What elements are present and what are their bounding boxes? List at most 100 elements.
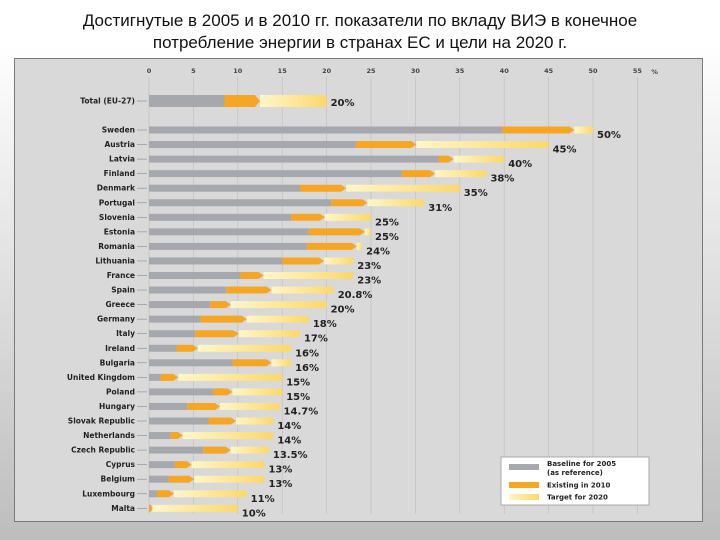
target-value-label: 10% (242, 508, 266, 519)
baseline-bar (149, 461, 175, 469)
category-label: Romania (98, 242, 135, 251)
x-tick-label: 15 (278, 67, 288, 75)
legend-swatch-existing (509, 482, 539, 488)
existing-bar (176, 344, 198, 352)
existing-bar (168, 475, 195, 483)
baseline-bar (149, 155, 439, 163)
x-tick-label: 50 (588, 67, 598, 75)
baseline-bar (149, 199, 332, 207)
existing-bar (200, 315, 247, 323)
target-bar (574, 126, 593, 134)
target-bar (367, 199, 425, 207)
category-label: Finland (104, 169, 135, 178)
existing-bar (149, 504, 153, 512)
category-label: France (107, 271, 135, 280)
existing-bar (210, 301, 231, 309)
x-tick-label: 25 (366, 67, 376, 75)
x-tick-label: 40 (500, 67, 510, 75)
slide-title: Достигнутые в 2005 и в 2010 гг. показате… (40, 10, 680, 54)
target-bar (434, 170, 487, 178)
legend-sublabel-baseline: (as reference) (547, 469, 603, 477)
target-value-label: 13.5% (273, 450, 308, 461)
target-value-label: 13% (268, 465, 292, 476)
target-value-label: 16% (295, 348, 319, 359)
slide-title-line-2: потребление энергии в странах ЕС и цели … (152, 33, 568, 52)
existing-bar (282, 257, 324, 265)
x-tick-label: 35 (455, 67, 465, 75)
baseline-bar (149, 330, 196, 338)
target-bar (323, 257, 354, 265)
baseline-bar (149, 490, 157, 498)
baseline-bar (149, 359, 233, 367)
category-label: Slovenia (99, 213, 135, 222)
target-value-label: 24% (366, 246, 390, 257)
baseline-bar (149, 242, 308, 250)
category-label: Total (EU-27) (80, 97, 135, 106)
existing-bar (308, 228, 365, 236)
target-bar (453, 155, 505, 163)
target-value-label: 20.8% (338, 290, 373, 301)
target-bar (230, 301, 327, 309)
legend-label-existing: Existing in 2010 (547, 482, 610, 490)
target-bar (173, 490, 247, 498)
target-value-label: 23% (357, 261, 381, 272)
baseline-bar (149, 213, 292, 221)
category-label: Spain (111, 286, 135, 295)
x-tick-label: 20 (322, 67, 332, 75)
category-label: Italy (116, 329, 135, 338)
target-value-label: 23% (357, 276, 381, 287)
target-value-label: 38% (490, 174, 514, 185)
existing-bar (170, 432, 183, 440)
baseline-bar (149, 344, 177, 352)
existing-bar (355, 141, 417, 149)
target-value-label: 16% (295, 363, 319, 374)
target-bar (230, 446, 269, 454)
baseline-bar (149, 402, 188, 410)
legend-swatch-baseline (509, 464, 539, 470)
baseline-bar (149, 417, 209, 425)
existing-bar (438, 155, 454, 163)
baseline-bar (149, 315, 201, 323)
category-label: Czech Republic (71, 446, 135, 455)
target-bar (416, 141, 549, 149)
target-value-label: 40% (508, 159, 532, 170)
category-label: Ireland (105, 344, 135, 353)
existing-bar (224, 95, 260, 107)
category-label: Netherlands (83, 431, 135, 440)
target-bar (346, 184, 460, 192)
legend-swatch-target (509, 494, 539, 500)
baseline-bar (149, 446, 204, 454)
target-bar (178, 373, 283, 381)
category-label: Hungary (99, 402, 135, 411)
category-label: Cyprus (106, 460, 136, 469)
category-label: Poland (106, 387, 135, 396)
baseline-bar (149, 228, 309, 236)
existing-bar (307, 242, 357, 250)
baseline-bar (149, 126, 503, 134)
existing-bar (232, 359, 272, 367)
category-label: Slovak Republic (68, 417, 135, 426)
baseline-bar (149, 141, 356, 149)
existing-bar (299, 184, 347, 192)
existing-bar (212, 388, 233, 396)
existing-bar (160, 373, 179, 381)
target-value-label: 35% (464, 188, 488, 199)
baseline-bar (149, 432, 171, 440)
target-value-label: 17% (304, 334, 328, 345)
target-value-label: 14.7% (284, 406, 319, 417)
category-label: Denmark (97, 184, 136, 193)
target-value-label: 13% (268, 479, 292, 490)
target-value-label: 15% (286, 392, 310, 403)
baseline-bar (149, 257, 283, 265)
category-label: Portugal (99, 198, 135, 207)
target-bar (220, 402, 280, 410)
target-bar (238, 330, 300, 338)
target-value-label: 45% (553, 145, 577, 156)
x-tick-label: 30 (411, 67, 421, 75)
baseline-bar (149, 170, 403, 178)
target-bar (236, 417, 274, 425)
target-value-label: 50% (597, 130, 621, 141)
target-bar (232, 388, 283, 396)
target-value-label: 25% (375, 217, 399, 228)
category-label: Malta (111, 504, 135, 513)
